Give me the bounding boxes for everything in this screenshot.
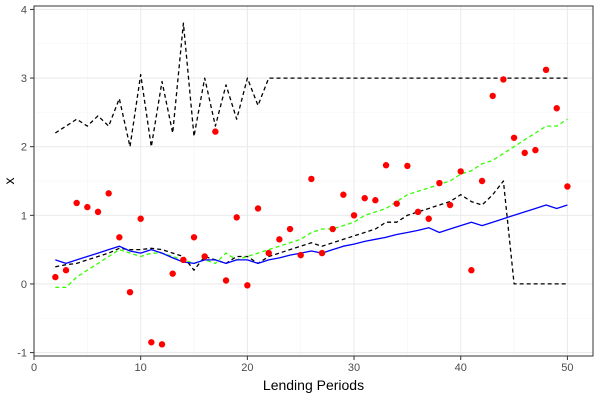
data-point [553,105,560,112]
data-point [446,201,454,209]
data-point [393,200,400,207]
data-point [148,339,155,346]
data-point [361,194,368,202]
y-tick-label: -1 [17,348,27,360]
data-point [137,215,144,222]
data-point [350,212,358,219]
data-point [52,273,59,281]
y-tick-label: 2 [21,142,27,154]
data-point [382,162,390,169]
data-point [201,253,208,260]
data-point [340,191,347,198]
x-tick-label: 10 [135,362,147,374]
data-point [94,208,102,216]
data-point [212,128,219,135]
data-points [52,66,571,348]
data-point [222,277,230,284]
x-tick-label: 20 [241,362,253,374]
series-line-1 [54,22,568,148]
data-point [265,249,272,257]
data-point [233,214,240,221]
data-point [116,234,123,241]
data-point [329,225,336,233]
data-point [318,249,326,257]
data-point [169,270,176,277]
data-point [457,168,464,175]
data-point [276,236,283,243]
data-point [436,179,443,187]
data-point [510,134,518,141]
x-tick-label: 30 [348,362,360,374]
series-line-2 [55,180,568,285]
y-axis-title: x [1,178,17,185]
data-point [521,149,528,157]
x-axis-title: Lending Periods [263,377,364,393]
x-tick-label: 50 [561,362,573,374]
data-point [73,199,80,207]
x-tick-label: 40 [455,362,467,374]
data-point [532,146,539,154]
x-axis: 0 10 20 30 40 50 [31,356,574,374]
data-point [308,175,315,183]
data-point [489,92,496,100]
data-point [126,288,134,296]
data-point [478,177,486,185]
data-point [542,66,550,74]
x-tick-label: 0 [31,362,37,374]
data-point [564,183,571,190]
data-point [372,197,379,204]
data-point [244,282,251,289]
data-point [425,215,432,222]
data-point [468,267,475,274]
series-lines [54,22,568,289]
data-point [254,205,262,212]
series-line-3 [55,118,568,289]
y-tick-label: 3 [21,73,27,85]
data-point [286,225,294,233]
y-tick-label: 0 [21,279,27,291]
data-point [500,76,507,83]
data-point [62,267,70,274]
panel-border [33,5,594,357]
data-point [414,208,422,216]
series-line-4 [55,204,568,265]
data-point [84,203,91,211]
data-point [105,190,112,197]
data-point [190,234,198,241]
y-axis: -1 0 1 2 3 4 [17,4,34,360]
data-point [404,162,411,170]
data-point [158,341,166,348]
data-point [180,256,187,264]
data-point [297,251,304,259]
y-tick-label: 4 [21,4,27,16]
y-tick-label: 1 [21,210,27,222]
